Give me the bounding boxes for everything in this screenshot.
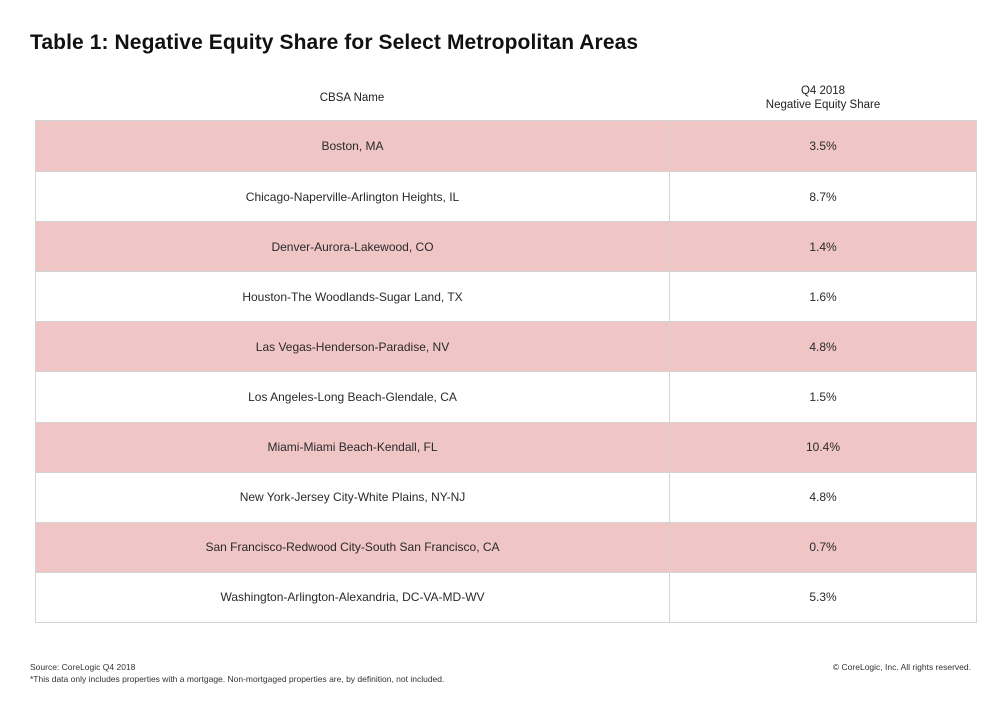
column-header-cbsa-name: CBSA Name bbox=[319, 92, 385, 104]
table-row: Chicago-Naperville-Arlington Heights, IL… bbox=[36, 171, 976, 222]
cbsa-name-cell: Denver-Aurora-Lakewood, CO bbox=[36, 222, 670, 272]
share-value-cell: 4.8% bbox=[809, 339, 837, 354]
cbsa-name-cell: Chicago-Naperville-Arlington Heights, IL bbox=[36, 172, 670, 222]
cbsa-name-cell: Houston-The Woodlands-Sugar Land, TX bbox=[36, 272, 670, 322]
column-header-period: Q4 2018 bbox=[800, 85, 846, 97]
table-row: Miami-Miami Beach-Kendall, FL 10.4% bbox=[36, 421, 976, 472]
share-value-cell: 4.8% bbox=[809, 490, 837, 505]
share-value-cell: 10.4% bbox=[805, 440, 841, 455]
column-header-negative-equity-share: Q4 2018 Negative Equity Share bbox=[669, 76, 977, 120]
share-value-cell: 3.5% bbox=[809, 139, 837, 154]
table-row: New York-Jersey City-White Plains, NY-NJ… bbox=[36, 471, 976, 522]
share-value-cell: 1.6% bbox=[809, 289, 837, 304]
share-value-cell: 8.7% bbox=[809, 189, 837, 204]
table-row: Boston, MA 3.5% bbox=[36, 121, 976, 172]
cbsa-name-cell: New York-Jersey City-White Plains, NY-NJ bbox=[36, 472, 670, 522]
cbsa-name-cell: Miami-Miami Beach-Kendall, FL bbox=[36, 422, 670, 472]
cbsa-name-cell: Boston, MA bbox=[36, 121, 670, 172]
share-value-cell: 1.4% bbox=[809, 239, 837, 254]
share-value-cell: 0.7% bbox=[809, 540, 837, 555]
table-header: CBSA Name Q4 2018 Negative Equity Share bbox=[35, 76, 977, 120]
table-row: Washington-Arlington-Alexandria, DC-VA-M… bbox=[36, 571, 976, 622]
data-table: Boston, MA 3.5% Chicago-Naperville-Arlin… bbox=[35, 120, 977, 623]
source-note: Source: CoreLogic Q4 2018 bbox=[30, 662, 136, 672]
footer-notes: Source: CoreLogic Q4 2018 *This data onl… bbox=[30, 662, 444, 685]
share-value-cell: 1.5% bbox=[809, 390, 837, 405]
cbsa-name-cell: San Francisco-Redwood City-South San Fra… bbox=[36, 522, 670, 572]
copyright-notice: © CoreLogic, Inc. All rights reserved. bbox=[832, 662, 971, 672]
footnote: *This data only includes properties with… bbox=[30, 673, 445, 684]
cbsa-name-cell: Los Angeles-Long Beach-Glendale, CA bbox=[36, 372, 670, 422]
cbsa-name-cell: Las Vegas-Henderson-Paradise, NV bbox=[36, 322, 670, 372]
column-header-metric: Negative Equity Share bbox=[765, 99, 881, 111]
cbsa-name-cell: Washington-Arlington-Alexandria, DC-VA-M… bbox=[36, 572, 670, 622]
table-row: San Francisco-Redwood City-South San Fra… bbox=[36, 521, 976, 572]
table-row: Las Vegas-Henderson-Paradise, NV 4.8% bbox=[36, 321, 976, 372]
table-row: Los Angeles-Long Beach-Glendale, CA 1.5% bbox=[36, 371, 976, 422]
table-title: Table 1: Negative Equity Share for Selec… bbox=[30, 31, 639, 54]
table-row: Houston-The Woodlands-Sugar Land, TX 1.6… bbox=[36, 271, 976, 322]
share-value-cell: 5.3% bbox=[809, 590, 837, 605]
table-row: Denver-Aurora-Lakewood, CO 1.4% bbox=[36, 221, 976, 272]
